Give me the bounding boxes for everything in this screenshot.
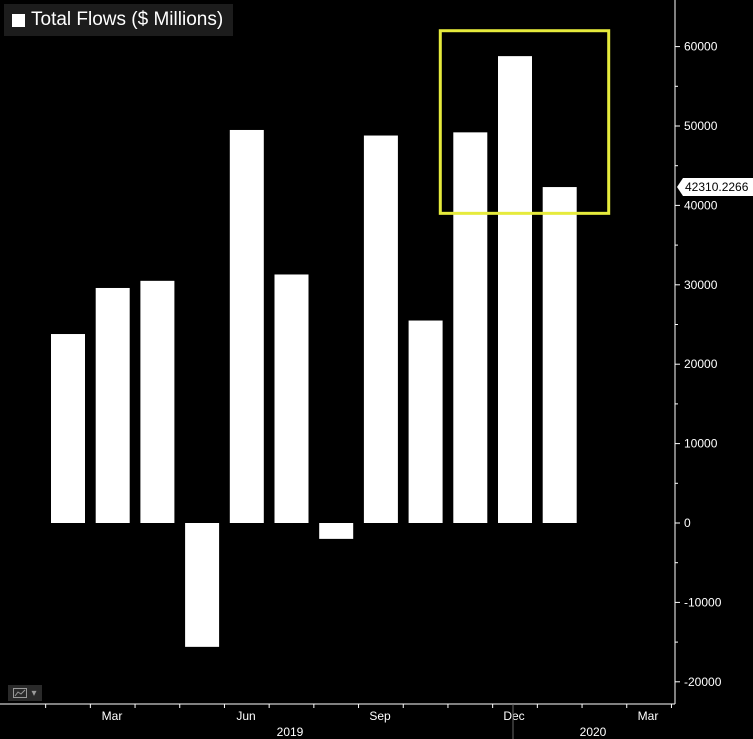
y-tick-label: 10000 <box>684 437 718 451</box>
x-month-label: Jun <box>236 709 255 723</box>
line-chart-icon <box>13 688 28 698</box>
y-axis: -20000 -10000 0 10000 20000 30000 40000 50000 60… <box>674 0 722 704</box>
bar-jan-2020 <box>542 187 577 523</box>
y-tick-label: 40000 <box>684 198 718 212</box>
last-value-tag: 42310.2266 <box>677 178 753 197</box>
y-tick-label: -20000 <box>684 675 722 689</box>
x-year-label: 2020 <box>580 725 607 739</box>
bar-nov-2019 <box>453 132 488 524</box>
highlight-box <box>438 29 611 215</box>
bar-aug-2019 <box>319 523 354 539</box>
bar-mar-2019 <box>95 287 130 523</box>
x-month-label: Mar <box>638 709 659 723</box>
bar-dec-2019 <box>498 56 532 524</box>
y-tick-label: 20000 <box>684 357 718 371</box>
bar-apr-2019 <box>140 280 175 523</box>
chart-type-button[interactable]: ▾ <box>8 685 42 701</box>
chevron-down-icon: ▾ <box>31 687 37 699</box>
legend-label: Total Flows ($ Millions) <box>31 9 224 30</box>
bar-feb-2019 <box>51 334 85 523</box>
last-value-text: 42310.2266 <box>685 180 749 194</box>
x-month-label: Dec <box>503 709 524 723</box>
y-tick-label: 30000 <box>684 278 718 292</box>
bar-may-2019 <box>185 523 220 647</box>
x-year-label: 2019 <box>277 725 304 739</box>
bar-sep-2019 <box>363 135 398 523</box>
bars-group <box>51 56 577 647</box>
bar-jun-2019 <box>229 129 264 523</box>
legend: Total Flows ($ Millions) <box>4 4 234 36</box>
y-tick-label: 50000 <box>684 119 718 133</box>
x-month-label: Sep <box>369 709 391 723</box>
y-tick-label: 60000 <box>684 40 718 54</box>
y-tick-label: -10000 <box>684 595 722 609</box>
bar-oct-2019 <box>408 320 443 523</box>
x-month-label: Mar <box>102 709 123 723</box>
legend-swatch <box>12 13 25 27</box>
last-value-tag-bg <box>677 178 753 197</box>
y-tick-label: 0 <box>684 516 691 530</box>
bar-jul-2019 <box>274 274 309 523</box>
x-axis: Mar Jun Sep Dec Mar 2019 2020 <box>0 703 675 739</box>
highlight-group <box>438 29 611 215</box>
